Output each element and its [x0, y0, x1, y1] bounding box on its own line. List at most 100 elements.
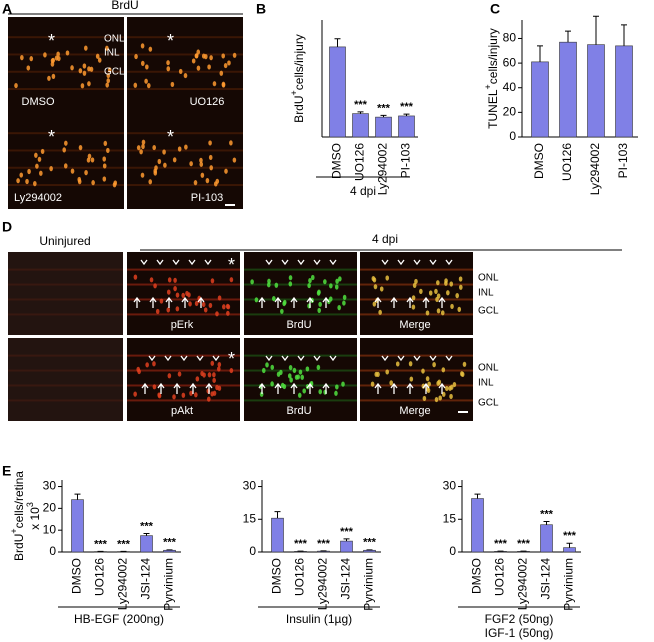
- labeled-cell: [175, 292, 180, 298]
- error-bar: [537, 45, 543, 62]
- micrograph: [127, 338, 240, 421]
- arrowhead: [180, 355, 188, 362]
- arrow: [197, 296, 205, 308]
- labeled-cell: [421, 368, 425, 374]
- labeled-cell: [102, 163, 107, 169]
- panel-label: E: [2, 463, 11, 479]
- labeled-cell: [152, 361, 156, 367]
- layer-label: GCL: [478, 306, 499, 317]
- labeled-cell: [425, 310, 430, 316]
- labeled-cell: [267, 278, 271, 284]
- arrow: [157, 382, 165, 394]
- labeled-cell: [441, 391, 446, 397]
- labeled-cell: [102, 176, 107, 182]
- x-tick-label: DMSO: [270, 558, 284, 594]
- micrograph: [8, 338, 123, 421]
- tissue-band: [360, 313, 473, 316]
- bar: [140, 535, 153, 553]
- labeled-cell: [200, 172, 205, 178]
- x-tick-label: PI-103: [616, 143, 630, 179]
- labeled-cell: [458, 276, 463, 282]
- labeled-cell: [149, 277, 154, 283]
- bar: [375, 116, 392, 138]
- group-label: HB-EGF (200ng): [74, 612, 164, 626]
- labeled-cell: [250, 279, 254, 285]
- labeled-cell: [440, 310, 445, 316]
- labeled-cell: [170, 81, 175, 88]
- tissue-band: [8, 53, 124, 56]
- tissue-band: [127, 88, 243, 91]
- labeled-cell: [140, 60, 145, 66]
- arrowhead: [445, 355, 453, 362]
- tissue-band: [360, 268, 473, 271]
- significance: ***: [363, 537, 377, 549]
- bar: [563, 547, 576, 553]
- arrowhead: [265, 259, 273, 266]
- labeled-cell: [226, 310, 230, 316]
- y-tick-label: 0: [49, 544, 56, 558]
- arrowhead: [429, 355, 437, 362]
- layer-label: ONL: [478, 363, 499, 374]
- labeled-cell: [457, 306, 462, 312]
- labeled-cell: [175, 306, 180, 312]
- image-label: Merge: [399, 405, 430, 417]
- micrograph: [127, 113, 243, 209]
- y-tick-label: 40: [503, 80, 517, 94]
- group-label: 4 dpi: [350, 184, 376, 198]
- labeled-cell: [27, 168, 31, 175]
- labeled-cell: [82, 70, 87, 76]
- tissue-band: [244, 298, 357, 301]
- layer-label: GCL: [478, 398, 499, 409]
- tissue-band: [244, 354, 357, 357]
- arrowhead: [329, 259, 337, 266]
- image-label: UO126: [190, 96, 225, 108]
- labeled-cell: [140, 172, 145, 178]
- image-label: pAkt: [171, 405, 193, 417]
- layer-label: GCL: [104, 67, 125, 78]
- labeled-cell: [194, 300, 199, 307]
- superscript: +: [483, 84, 493, 89]
- labeled-cell: [210, 360, 215, 366]
- layer-label: ONL: [104, 34, 125, 45]
- labeled-cell: [206, 396, 211, 402]
- labeled-cell: [222, 304, 226, 310]
- tissue-band: [8, 298, 123, 301]
- labeled-cell: [229, 367, 234, 374]
- labeled-cell: [89, 66, 94, 72]
- labeled-cell: [342, 294, 347, 300]
- tissue-band: [127, 384, 240, 387]
- significance: ***: [163, 537, 177, 549]
- group-label: FGF2 (50ng): [485, 612, 554, 626]
- labeled-cell: [183, 72, 188, 79]
- x-tick-label: DMSO: [70, 558, 84, 594]
- tissue-band: [127, 184, 243, 187]
- arrow: [406, 382, 414, 394]
- tissue-band: [8, 283, 123, 286]
- arrowhead: [413, 259, 421, 266]
- labeled-cell: [288, 281, 293, 287]
- labeled-cell: [212, 377, 216, 383]
- arrowhead: [281, 259, 289, 266]
- tissue-band: [360, 283, 473, 286]
- arrow: [258, 296, 266, 308]
- labeled-cell: [422, 395, 427, 402]
- labeled-cell: [337, 305, 341, 311]
- asterisk: *: [167, 31, 174, 51]
- bar: [471, 498, 484, 553]
- labeled-cell: [379, 286, 384, 292]
- labeled-cell: [302, 388, 307, 394]
- labeled-cell: [133, 274, 138, 280]
- y-tick-label: 80: [503, 31, 517, 45]
- tissue-band: [8, 88, 124, 91]
- arrow: [149, 296, 157, 308]
- labeled-cell: [282, 300, 286, 307]
- tissue-band: [360, 354, 473, 357]
- labeled-cell: [378, 309, 382, 315]
- arrowhead: [265, 355, 273, 362]
- labeled-cell: [157, 393, 162, 399]
- arrow: [290, 382, 298, 394]
- asterisk: *: [48, 127, 55, 147]
- labeled-cell: [189, 161, 193, 167]
- labeled-cell: [261, 367, 266, 374]
- image-label: Merge: [399, 319, 430, 331]
